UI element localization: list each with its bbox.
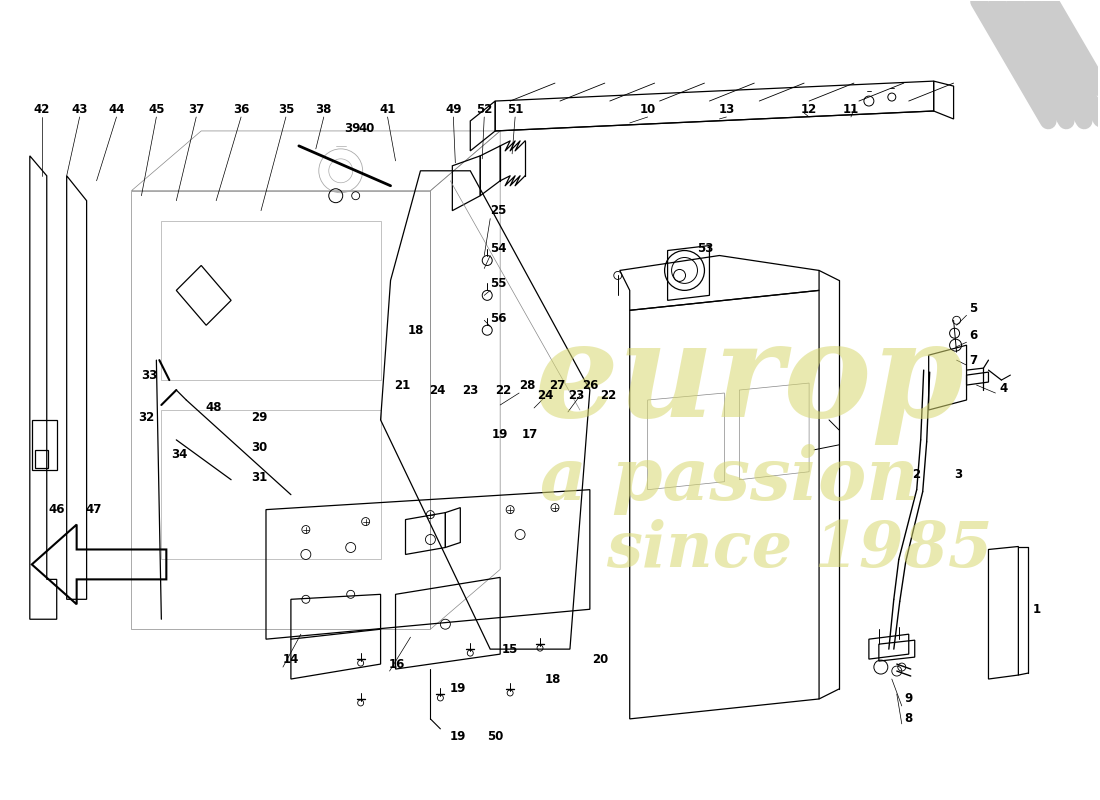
Text: europ: europ — [535, 315, 965, 445]
Text: 48: 48 — [206, 402, 222, 414]
Text: 53: 53 — [697, 242, 714, 255]
Text: 19: 19 — [450, 730, 466, 743]
Text: 49: 49 — [446, 102, 462, 115]
Text: 8: 8 — [904, 712, 913, 726]
Text: 17: 17 — [521, 428, 538, 442]
Text: 55: 55 — [490, 277, 506, 290]
Text: 34: 34 — [172, 448, 187, 462]
Text: 38: 38 — [316, 102, 332, 115]
Text: 45: 45 — [148, 102, 165, 115]
Text: 42: 42 — [34, 102, 50, 115]
Text: 16: 16 — [388, 658, 405, 670]
Text: 13: 13 — [718, 102, 735, 115]
Text: 22: 22 — [495, 383, 512, 397]
Text: 31: 31 — [251, 471, 267, 484]
Text: 32: 32 — [139, 411, 154, 425]
Text: 19: 19 — [492, 428, 508, 442]
Text: 12: 12 — [801, 102, 817, 115]
Text: 39: 39 — [344, 122, 361, 135]
Text: 33: 33 — [141, 369, 157, 382]
Text: 40: 40 — [359, 122, 375, 135]
Text: 44: 44 — [108, 102, 124, 115]
Text: since 1985: since 1985 — [606, 518, 992, 580]
Text: 3: 3 — [955, 468, 962, 482]
Text: 25: 25 — [490, 204, 506, 217]
Text: 1: 1 — [1032, 602, 1041, 616]
Text: 36: 36 — [233, 102, 250, 115]
Text: 22: 22 — [600, 389, 616, 402]
Text: 43: 43 — [72, 102, 88, 115]
Text: 2: 2 — [912, 468, 920, 482]
Text: 7: 7 — [969, 354, 978, 366]
Text: 28: 28 — [519, 378, 536, 391]
Text: 50: 50 — [487, 730, 504, 743]
Text: 11: 11 — [843, 102, 859, 115]
Text: 10: 10 — [639, 102, 656, 115]
Text: 54: 54 — [490, 242, 506, 255]
Text: 56: 56 — [490, 312, 506, 325]
Text: 51: 51 — [507, 102, 524, 115]
Text: 35: 35 — [277, 102, 294, 115]
Text: 37: 37 — [188, 102, 205, 115]
Text: 9: 9 — [904, 693, 913, 706]
Text: 23: 23 — [568, 389, 584, 402]
Text: 4: 4 — [999, 382, 1008, 394]
Text: 29: 29 — [251, 411, 267, 425]
Text: 26: 26 — [582, 378, 598, 391]
Text: 18: 18 — [544, 673, 561, 686]
Text: 19: 19 — [450, 682, 466, 695]
Text: a passion: a passion — [540, 444, 918, 515]
Text: 47: 47 — [86, 503, 102, 516]
Text: 24: 24 — [429, 383, 446, 397]
Text: 27: 27 — [549, 378, 565, 391]
Text: 24: 24 — [537, 389, 553, 402]
Text: 20: 20 — [592, 653, 608, 666]
Text: 5: 5 — [969, 302, 978, 315]
Text: 18: 18 — [407, 324, 424, 337]
Text: 23: 23 — [462, 383, 478, 397]
Text: 30: 30 — [251, 442, 267, 454]
Text: 41: 41 — [379, 102, 396, 115]
Text: 46: 46 — [48, 503, 65, 516]
Text: 14: 14 — [283, 653, 299, 666]
Text: 52: 52 — [476, 102, 493, 115]
Text: 15: 15 — [502, 642, 518, 656]
Text: 6: 6 — [969, 329, 978, 342]
Text: 21: 21 — [395, 378, 410, 391]
